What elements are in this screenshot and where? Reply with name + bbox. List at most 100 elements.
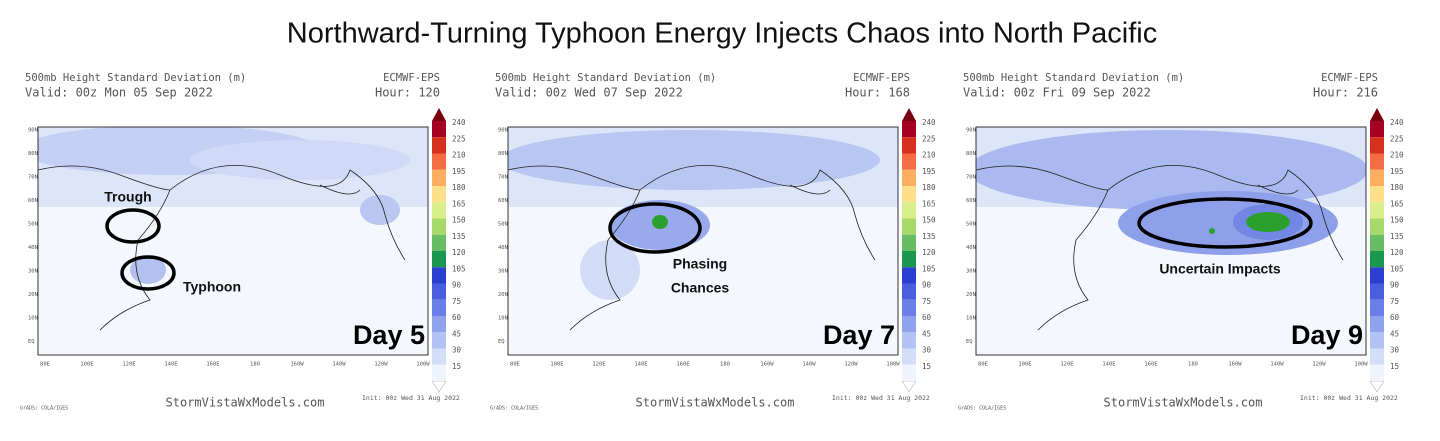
colorbar-swatch xyxy=(432,153,446,170)
colorbar-swatch xyxy=(902,202,916,219)
lat-label: 80N xyxy=(966,151,976,157)
colorbar-swatch xyxy=(902,121,916,138)
map-valid-time: Valid: 00z Wed 07 Sep 2022 xyxy=(495,86,683,100)
lon-label: 160E xyxy=(676,362,689,368)
map-valid-time: Valid: 00z Mon 05 Sep 2022 xyxy=(25,86,213,100)
colorbar-swatch xyxy=(432,348,446,365)
coastline xyxy=(508,165,876,331)
lon-label: 100W xyxy=(1354,362,1368,368)
colorbar-label: 180 xyxy=(452,183,466,192)
colorbar-swatch xyxy=(432,299,446,316)
annotation-circle xyxy=(608,202,702,254)
colorbar-label: 135 xyxy=(922,232,936,241)
colorbar-swatch xyxy=(1370,169,1384,186)
colorbar-swatch xyxy=(1370,299,1384,316)
map-panel: 500mb Height Standard Deviation (m) Valid… xyxy=(490,72,936,412)
colorbar-swatch xyxy=(432,332,446,349)
init-time: Init: 00z Wed 31 Aug 2022 xyxy=(832,394,930,402)
day-label: Day 7 xyxy=(823,320,895,350)
model-name: ECMWF-EPS xyxy=(1321,72,1378,84)
colorbar-swatch xyxy=(902,332,916,349)
colorbar-label: 120 xyxy=(922,248,936,257)
colorbar-label: 240 xyxy=(452,118,466,127)
colorbar-swatch xyxy=(1370,267,1384,284)
colorbar-swatch xyxy=(1370,348,1384,365)
site-credit: StormVistaWxModels.com xyxy=(1104,396,1263,410)
colorbar-swatch xyxy=(902,218,916,235)
map-frame xyxy=(507,126,899,356)
colorbar-swatch xyxy=(432,218,446,235)
annotation-circle xyxy=(1137,197,1313,249)
colorbar-swatch xyxy=(432,364,446,381)
colorbar-label: 150 xyxy=(452,216,466,225)
colorbar-label: 30 xyxy=(1390,346,1400,355)
colorbar-label: 60 xyxy=(1390,313,1400,322)
colorbar-label: 30 xyxy=(452,346,462,355)
lat-label: 50N xyxy=(966,222,976,228)
grads-credit: GrADS: COLA/IGES xyxy=(958,406,1006,412)
lon-label: 140E xyxy=(634,362,647,368)
lon-label: 180 xyxy=(250,362,260,368)
site-credit: StormVistaWxModels.com xyxy=(166,396,325,410)
lat-label: 60N xyxy=(28,198,38,204)
lon-label: 140W xyxy=(332,362,346,368)
lon-label: 160W xyxy=(1228,362,1242,368)
map-frame xyxy=(37,126,429,356)
colorbar-swatch xyxy=(1370,186,1384,203)
colorbar-label: 105 xyxy=(922,264,936,273)
colorbar-swatch xyxy=(1370,234,1384,251)
colorbar-label: 165 xyxy=(1390,199,1404,208)
lat-label: 60N xyxy=(966,198,976,204)
init-time: Init: 00z Wed 31 Aug 2022 xyxy=(1300,394,1398,402)
lon-label: 120W xyxy=(1312,362,1326,368)
colorbar-label: 75 xyxy=(1390,297,1399,306)
map-panel: 500mb Height Standard Deviation (m) Valid… xyxy=(958,72,1404,412)
colorbar-top-arrow xyxy=(432,108,446,121)
spread-shading xyxy=(508,130,880,190)
lat-label: 90N xyxy=(28,128,38,134)
model-name: ECMWF-EPS xyxy=(383,72,440,84)
annotation-label: Uncertain Impacts xyxy=(1159,261,1281,277)
lon-label: 120E xyxy=(592,362,605,368)
colorbar-label: 90 xyxy=(922,281,932,290)
forecast-hour: Hour: 216 xyxy=(1313,86,1378,100)
colorbar-label: 45 xyxy=(922,329,931,338)
spread-shading xyxy=(130,256,166,284)
map-frame xyxy=(975,126,1367,356)
colorbar-swatch xyxy=(432,283,446,300)
colorbar-swatch xyxy=(902,137,916,154)
colorbar-swatch xyxy=(1370,316,1384,333)
coastline xyxy=(976,165,1344,331)
colorbar-bottom-arrow xyxy=(901,380,917,393)
map-area xyxy=(38,127,428,355)
colorbar-top-arrow xyxy=(1370,108,1384,121)
colorbar-swatch xyxy=(1370,121,1384,138)
colorbar-swatch xyxy=(432,316,446,333)
colorbar-swatch xyxy=(432,234,446,251)
lat-label: 40N xyxy=(966,245,976,251)
lon-label: 140E xyxy=(1102,362,1115,368)
colorbar-swatch xyxy=(902,364,916,381)
colorbar-swatch xyxy=(902,316,916,333)
colorbar-swatch xyxy=(902,348,916,365)
annotation-label: Phasing xyxy=(673,256,727,272)
lon-label: 180 xyxy=(720,362,730,368)
lon-label: 160W xyxy=(760,362,774,368)
annotation-label: Chances xyxy=(671,280,730,296)
colorbar-label: 150 xyxy=(1390,216,1404,225)
site-credit: StormVistaWxModels.com xyxy=(636,396,795,410)
colorbar-label: 195 xyxy=(452,167,466,176)
coastline xyxy=(38,165,406,331)
colorbar-label: 210 xyxy=(452,151,466,160)
page-title: Northward-Turning Typhoon Energy Injects… xyxy=(287,18,1157,50)
lat-label: 70N xyxy=(28,175,38,181)
colorbar-swatch xyxy=(432,169,446,186)
spread-shading xyxy=(580,240,640,300)
lat-label: 70N xyxy=(966,175,976,181)
colorbar-top-arrow xyxy=(902,108,916,121)
colorbar-label: 240 xyxy=(1390,118,1404,127)
colorbar-swatch xyxy=(1370,137,1384,154)
colorbar-swatch xyxy=(1370,218,1384,235)
high-spread-area xyxy=(1246,212,1290,232)
high-spread-area xyxy=(1209,228,1215,234)
